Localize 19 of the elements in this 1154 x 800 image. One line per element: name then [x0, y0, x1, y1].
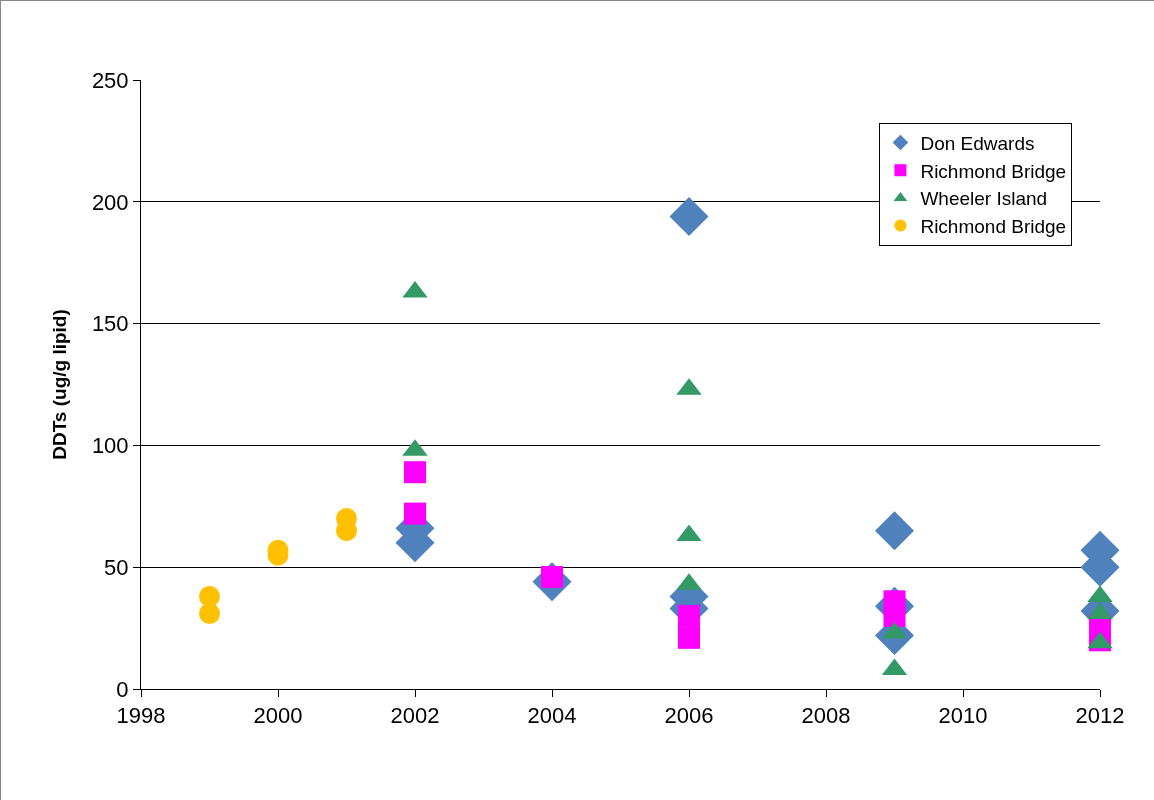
legend-label: Wheeler Island — [920, 188, 1048, 210]
x-tick-label: 2012 — [1075, 703, 1125, 729]
legend-label: Richmond Bridge — [920, 215, 1067, 237]
y-tick-label: 0 — [116, 676, 129, 702]
x-tick-label: 2008 — [801, 703, 851, 729]
y-axis-title: DDTs (ug/g lipid) — [48, 309, 70, 460]
y-tick-label: 250 — [91, 67, 129, 93]
x-tick-label: 2010 — [938, 703, 988, 729]
y-tick-label: 150 — [91, 311, 129, 337]
y-tick-label: 100 — [91, 433, 129, 459]
x-tick-label: 2004 — [527, 703, 577, 729]
x-tick-label: 2000 — [253, 703, 303, 729]
x-tick-label: 2006 — [664, 703, 714, 729]
y-tick-label: 200 — [91, 189, 129, 215]
legend-label: Richmond Bridge — [920, 160, 1067, 182]
x-tick-label: 2002 — [390, 703, 440, 729]
legend-label: Don Edwards — [920, 132, 1035, 154]
y-tick-label: 50 — [104, 554, 129, 580]
x-tick-label: 1998 — [116, 703, 166, 729]
